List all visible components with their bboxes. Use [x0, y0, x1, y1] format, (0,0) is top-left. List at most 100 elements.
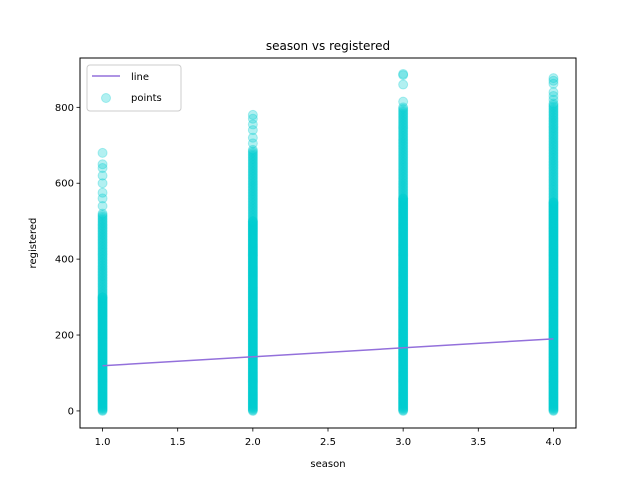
data-point: [548, 197, 559, 208]
data-point: [247, 367, 258, 378]
data-point: [398, 312, 409, 323]
data-point: [548, 251, 559, 262]
legend: line points: [86, 64, 182, 112]
data-point: [97, 211, 108, 222]
data-point: [398, 259, 409, 270]
data-point: [247, 333, 258, 344]
data-point: [548, 286, 559, 297]
data-point: [247, 258, 258, 269]
data-point: [247, 308, 258, 319]
legend-label: line: [131, 72, 149, 83]
data-point: [548, 352, 559, 363]
data-point: [247, 331, 258, 342]
data-point: [247, 235, 258, 246]
data-point: [398, 367, 409, 378]
data-point: [398, 304, 409, 315]
data-point: [398, 210, 409, 221]
data-point: [548, 292, 559, 303]
data-point: [548, 287, 559, 298]
data-point: [548, 147, 559, 158]
data-point: [548, 222, 559, 233]
data-point: [97, 210, 108, 221]
data-point: [97, 193, 108, 204]
data-point: [548, 355, 559, 366]
data-point: [548, 251, 559, 262]
data-point: [398, 164, 409, 175]
data-point: [97, 279, 108, 290]
data-point: [548, 248, 559, 259]
data-point: [548, 346, 559, 357]
data-point: [398, 402, 409, 413]
data-point: [548, 303, 559, 314]
data-point: [97, 270, 108, 281]
data-point: [398, 281, 409, 292]
data-point: [548, 226, 559, 237]
data-point: [247, 281, 258, 292]
data-point: [247, 382, 258, 393]
data-point: [247, 341, 258, 352]
data-point: [97, 369, 108, 380]
data-point: [97, 342, 108, 353]
data-point: [247, 313, 258, 324]
data-point: [548, 204, 559, 215]
data-point: [548, 386, 559, 397]
data-point: [398, 179, 409, 190]
data-point: [97, 254, 108, 265]
data-point: [548, 345, 559, 356]
data-point: [247, 383, 258, 394]
data-point: [398, 123, 409, 134]
data-point: [247, 272, 258, 283]
data-point: [398, 114, 409, 125]
data-point: [97, 380, 108, 391]
data-point: [97, 327, 108, 338]
data-point: [97, 364, 108, 375]
data-point: [548, 370, 559, 381]
data-point: [548, 347, 559, 358]
data-point: [247, 292, 258, 303]
data-point: [398, 176, 409, 187]
data-point: [247, 201, 258, 211]
data-point: [548, 260, 559, 271]
data-point: [548, 141, 559, 152]
point-column-1: [97, 147, 108, 416]
data-point: [398, 204, 409, 215]
data-point: [398, 269, 409, 280]
data-point: [247, 361, 258, 372]
data-point: [97, 367, 108, 378]
data-point: [548, 339, 559, 350]
data-point: [548, 365, 559, 376]
data-point: [548, 252, 559, 263]
data-point: [398, 218, 409, 229]
data-point: [398, 254, 409, 265]
data-point: [548, 366, 559, 377]
data-point: [548, 145, 559, 156]
data-point: [548, 333, 559, 344]
data-point: [247, 248, 258, 259]
data-point: [97, 329, 108, 340]
point-column-4: [548, 73, 559, 416]
data-point: [398, 282, 409, 293]
data-point: [247, 304, 258, 315]
data-point: [398, 389, 409, 400]
data-point: [247, 244, 258, 255]
data-point: [398, 155, 409, 166]
data-point: [398, 311, 409, 322]
data-point: [548, 220, 559, 231]
data-point: [398, 355, 409, 366]
data-point: [548, 144, 559, 155]
data-point: [398, 135, 409, 146]
data-point: [97, 318, 108, 329]
data-point: [247, 295, 258, 306]
data-point: [398, 372, 409, 383]
data-point: [247, 362, 258, 373]
data-point: [247, 364, 258, 375]
data-point: [247, 290, 258, 301]
data-point: [247, 230, 258, 241]
data-point: [398, 360, 409, 371]
data-point: [247, 291, 258, 302]
data-point: [247, 223, 258, 234]
data-point: [247, 380, 258, 391]
data-point: [398, 237, 409, 248]
data-point: [97, 350, 108, 361]
data-point: [548, 367, 559, 378]
